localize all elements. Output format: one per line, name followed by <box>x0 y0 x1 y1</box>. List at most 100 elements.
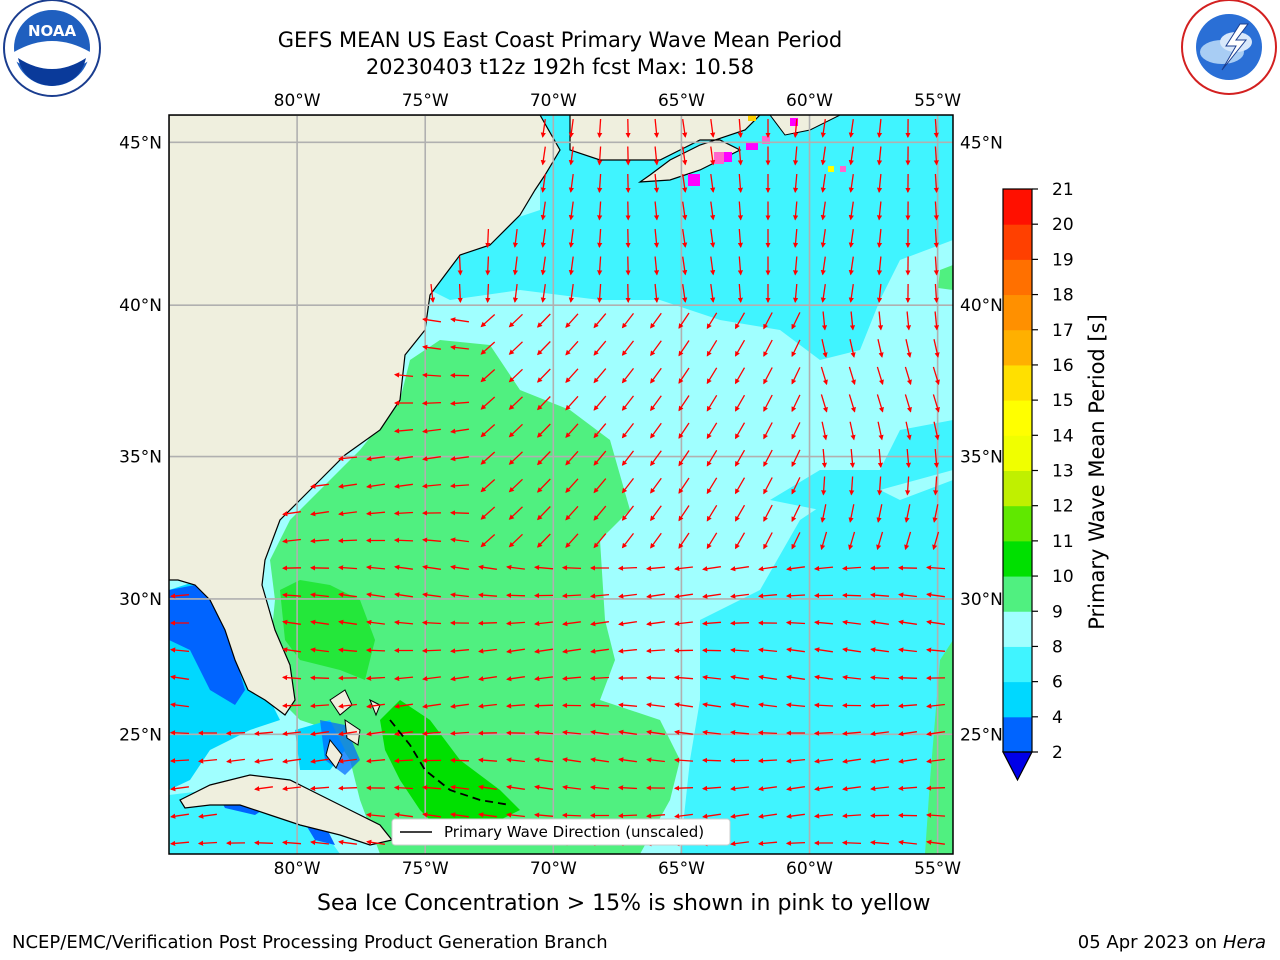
wave-vector <box>785 758 806 764</box>
wave-vector <box>933 146 939 166</box>
wave-vector <box>876 531 884 551</box>
wave-vector <box>792 146 799 166</box>
wave-vector <box>421 372 442 378</box>
wave-vector <box>926 758 945 764</box>
wave-vector <box>701 620 722 626</box>
wave-vector <box>814 786 833 792</box>
wave-vector <box>621 340 635 356</box>
wave-vector <box>365 675 386 681</box>
wave-vector <box>926 731 945 737</box>
wave-vector <box>763 477 773 495</box>
wave-vector <box>508 506 523 520</box>
wave-vector <box>813 565 834 572</box>
wave-vector <box>508 341 523 355</box>
wave-vector <box>820 366 828 386</box>
wave-vector <box>821 476 827 496</box>
wave-vector <box>512 284 518 303</box>
wave-vector <box>650 340 662 357</box>
wave-vector <box>791 339 801 358</box>
colorbar-segment <box>1003 646 1032 683</box>
nws-logo <box>1181 0 1277 95</box>
wave-vector <box>366 456 385 462</box>
wave-vector <box>365 758 386 764</box>
wave-vector <box>480 369 496 383</box>
colorbar-tick-label: 12 <box>1052 497 1074 517</box>
wave-vector <box>478 812 497 818</box>
wave-vector <box>932 394 940 413</box>
wave-vector <box>737 256 743 276</box>
wave-vector <box>737 228 743 249</box>
wave-vector <box>792 256 799 276</box>
colorbar-tick-label: 13 <box>1052 462 1074 482</box>
wave-vector <box>478 676 497 682</box>
lat-label-left: 25°N <box>119 725 162 745</box>
wave-vector <box>597 146 603 166</box>
wave-vector <box>589 593 610 599</box>
wave-vector <box>618 593 637 599</box>
wave-vector <box>450 317 469 323</box>
wave-vector <box>508 451 523 465</box>
lon-label-bottom: 60°W <box>786 859 833 879</box>
wave-vector <box>533 564 554 571</box>
wave-vector <box>678 505 690 522</box>
wave-vector <box>792 228 799 249</box>
wave-vector <box>393 619 414 626</box>
wave-vector <box>536 478 551 493</box>
wave-vector <box>932 531 940 551</box>
colorbar-under-triangle <box>1002 751 1033 782</box>
wave-vector <box>593 450 607 466</box>
wave-vector <box>618 621 637 627</box>
wave-vector <box>848 504 855 523</box>
wave-vector <box>449 757 470 763</box>
wave-vector <box>450 784 469 790</box>
wave-vector <box>933 283 939 304</box>
wave-vector <box>729 647 750 653</box>
wave-vector <box>706 422 718 440</box>
wave-vector <box>933 476 939 496</box>
wave-vector <box>792 201 799 221</box>
wave-vector <box>730 674 749 680</box>
wave-vector <box>730 566 749 572</box>
wave-vector <box>508 313 523 328</box>
wave-vector <box>589 675 610 681</box>
wave-vector <box>848 119 854 138</box>
lat-label-left: 35°N <box>119 448 162 468</box>
wave-vector <box>366 592 385 598</box>
wave-vector <box>449 510 470 516</box>
footer-host: Hera <box>1222 932 1266 953</box>
wave-vector <box>706 367 718 385</box>
wave-vector <box>568 284 574 303</box>
wave-vector <box>673 675 694 681</box>
wave-vector <box>650 477 662 494</box>
wave-vector <box>678 422 690 439</box>
wave-vector <box>565 313 579 328</box>
colorbar-label: Primary Wave Mean Period [s] <box>1085 314 1109 630</box>
wave-vector <box>565 340 579 356</box>
colorbar-segment <box>1003 505 1032 542</box>
wave-vector <box>450 344 469 351</box>
wave-vector <box>253 730 274 737</box>
wave-vector <box>593 533 607 549</box>
wave-vector <box>710 146 716 166</box>
wave-vector <box>737 283 743 304</box>
wave-vector <box>932 366 940 386</box>
wave-vector <box>791 394 801 413</box>
wave-vector <box>678 395 690 412</box>
wave-vector <box>876 256 883 276</box>
wave-vector <box>876 504 883 523</box>
wave-vector <box>758 566 777 572</box>
wave-vector <box>876 283 883 304</box>
wave-vector <box>536 423 551 438</box>
wave-vector <box>848 146 854 166</box>
wave-vector <box>394 731 413 737</box>
wave-vector <box>337 455 358 462</box>
wave-vector <box>365 564 386 571</box>
wave-vector <box>365 510 386 517</box>
wave-vector <box>309 785 330 791</box>
wave-vector <box>421 730 442 737</box>
wave-vector <box>593 340 607 356</box>
wave-vector <box>338 483 357 489</box>
graticule <box>169 115 953 854</box>
wave-vector <box>282 538 301 544</box>
wave-vector <box>450 537 469 543</box>
